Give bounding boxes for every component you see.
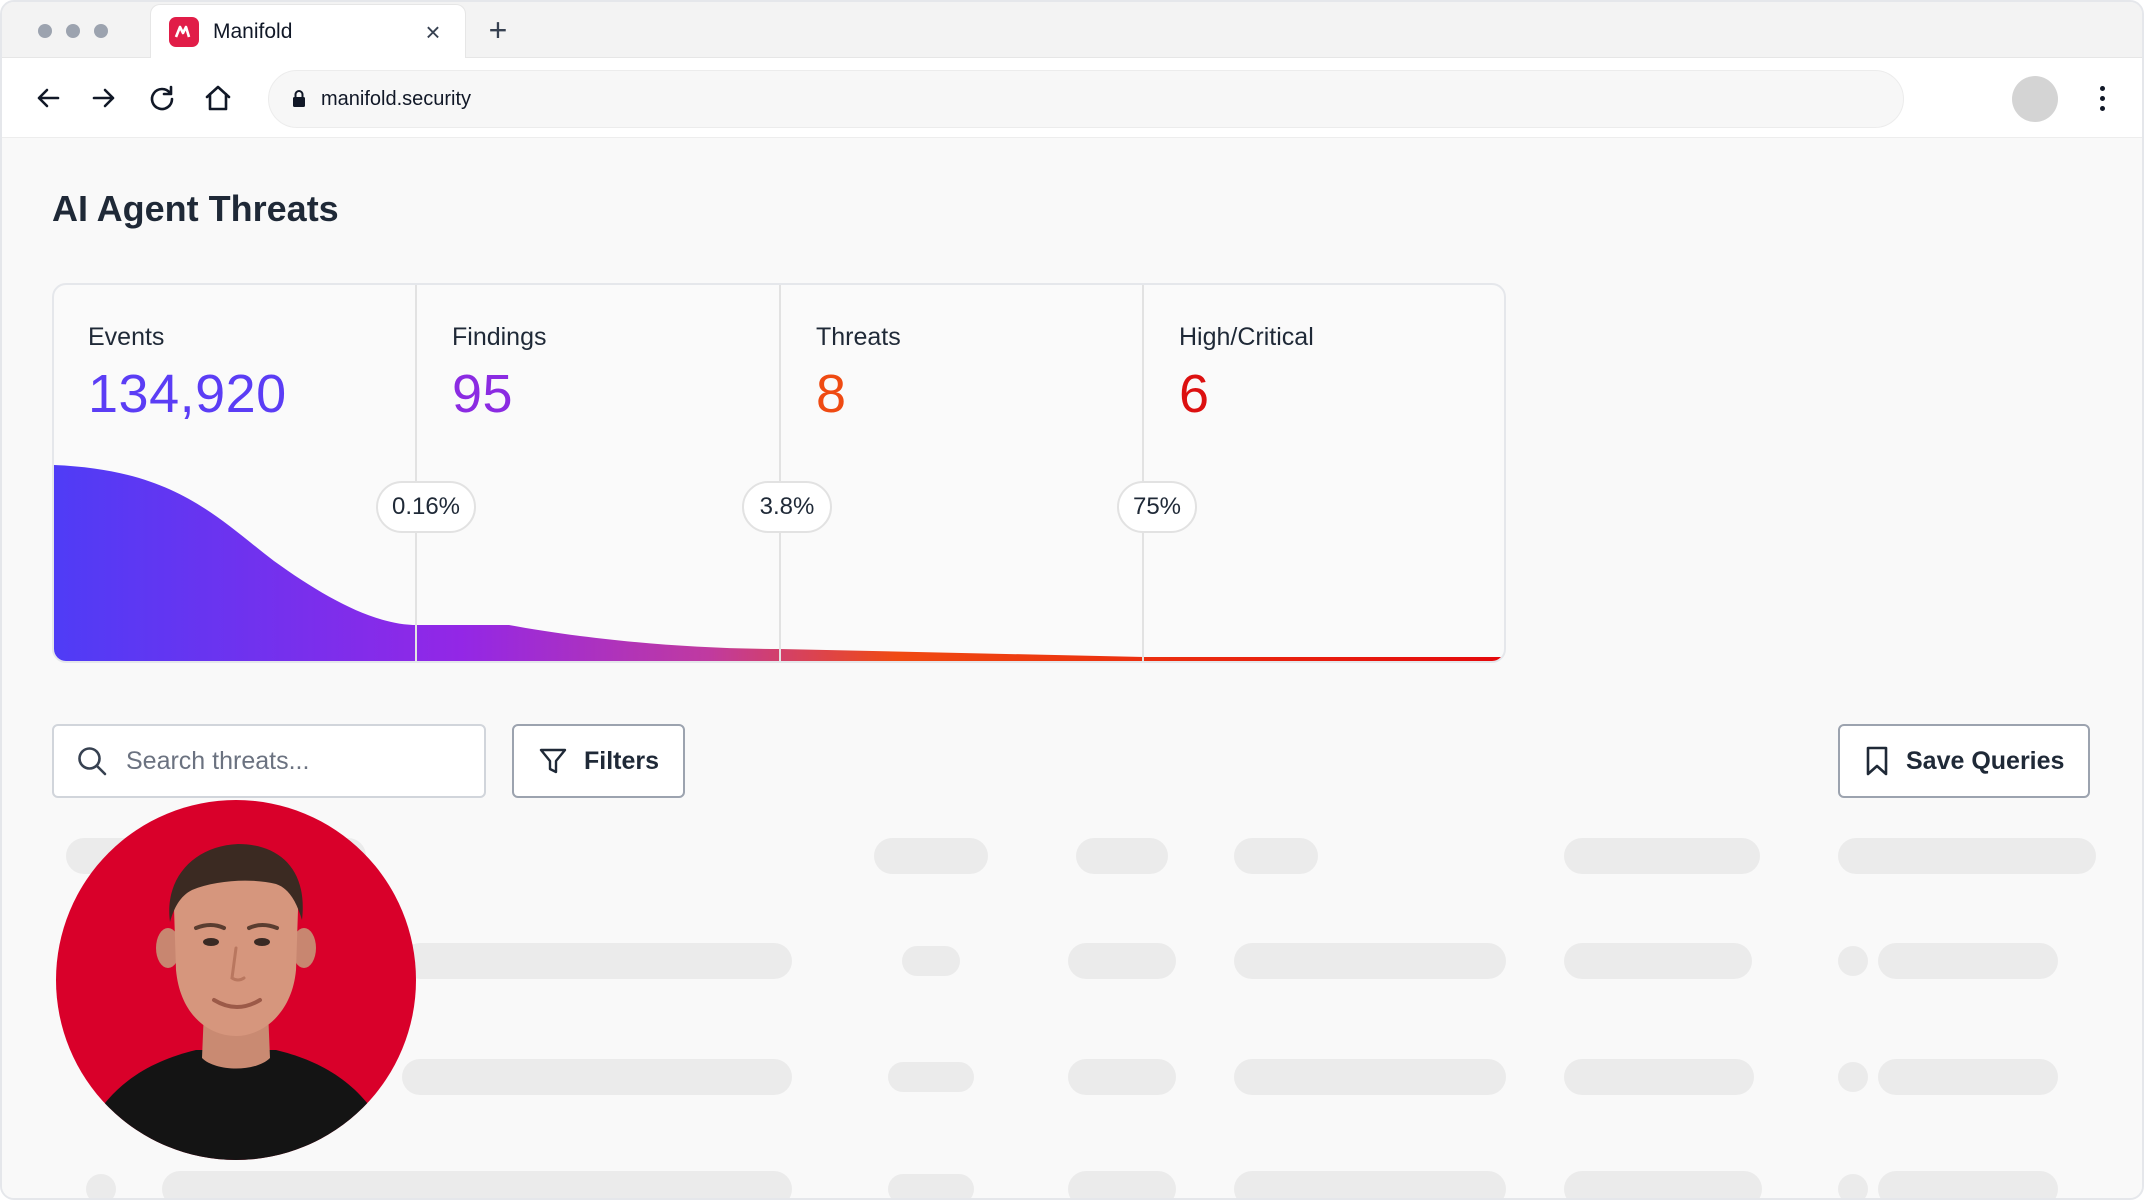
window-minimize-dot[interactable] bbox=[66, 24, 80, 38]
url-text: manifold.security bbox=[321, 87, 472, 110]
forward-arrow-icon bbox=[92, 88, 115, 108]
person-portrait-icon bbox=[76, 844, 396, 1160]
new-tab-button[interactable]: + bbox=[488, 12, 508, 48]
save-queries-button[interactable]: Save Queries bbox=[1838, 724, 2091, 798]
skeleton-bar bbox=[402, 1059, 792, 1095]
stat-label: High/Critical bbox=[1179, 323, 1314, 351]
home-icon bbox=[205, 85, 231, 111]
skeleton-dot bbox=[86, 1174, 116, 1198]
filters-button[interactable]: Filters bbox=[512, 724, 686, 798]
browser-tab[interactable]: Manifold × bbox=[150, 4, 466, 58]
back-button[interactable] bbox=[28, 78, 68, 118]
skeleton-bar bbox=[1564, 943, 1752, 979]
skeleton-bar bbox=[1234, 1171, 1506, 1198]
skeleton-bar bbox=[1564, 1059, 1754, 1095]
save-queries-label: Save Queries bbox=[1906, 746, 2065, 775]
page-title: AI Agent Threats bbox=[52, 188, 339, 229]
skeleton-bar bbox=[888, 1062, 974, 1092]
skeleton-bar bbox=[1076, 838, 1168, 874]
skeleton-bar bbox=[888, 1174, 974, 1198]
skeleton-bar bbox=[1838, 838, 2096, 874]
forward-button[interactable] bbox=[84, 78, 124, 118]
stat-divider bbox=[779, 285, 781, 661]
filter-icon bbox=[539, 748, 567, 774]
lock-icon bbox=[293, 90, 305, 107]
skeleton-bar bbox=[902, 946, 960, 976]
skeleton-bar bbox=[1878, 1171, 2058, 1198]
tab-strip: Manifold × + bbox=[2, 2, 2142, 58]
home-button[interactable] bbox=[198, 78, 238, 118]
skeleton-bar bbox=[1234, 838, 1318, 874]
search-box[interactable] bbox=[52, 724, 486, 798]
stat-divider bbox=[415, 285, 417, 661]
stat-value: 134,920 bbox=[88, 364, 287, 424]
skeleton-bar bbox=[874, 838, 988, 874]
window-controls bbox=[38, 24, 108, 38]
stat-value: 95 bbox=[452, 364, 514, 424]
reload-button[interactable] bbox=[142, 78, 182, 118]
skeleton-bar bbox=[1234, 943, 1506, 979]
funnel-chart bbox=[54, 465, 1504, 661]
conversion-rate-badge: 75% bbox=[1117, 481, 1197, 533]
tab-title: Manifold bbox=[213, 19, 293, 43]
address-bar[interactable]: manifold.security bbox=[268, 70, 1904, 128]
window-maximize-dot[interactable] bbox=[94, 24, 108, 38]
conversion-rate-badge: 3.8% bbox=[742, 481, 832, 533]
skeleton-bar bbox=[1878, 943, 2058, 979]
stat-label: Threats bbox=[816, 323, 901, 351]
skeleton-bar bbox=[162, 1171, 792, 1198]
stat-high-critical: High/Critical 6 bbox=[1145, 285, 1504, 661]
threat-funnel-card: Events 134,920 Findings 95 Threats 8 Hig… bbox=[52, 283, 1506, 663]
skeleton-bar bbox=[1068, 1059, 1176, 1095]
window-close-dot[interactable] bbox=[38, 24, 52, 38]
skeleton-bar bbox=[1564, 838, 1760, 874]
skeleton-dot bbox=[1838, 1062, 1868, 1092]
stat-threats: Threats 8 bbox=[782, 285, 1145, 661]
conversion-rate-badge: 0.16% bbox=[376, 481, 476, 533]
stat-label: Events bbox=[88, 323, 165, 351]
back-arrow-icon bbox=[37, 88, 60, 108]
filters-label: Filters bbox=[584, 746, 660, 775]
kebab-menu-icon[interactable] bbox=[2090, 78, 2114, 118]
skeleton-bar bbox=[1878, 1059, 2058, 1095]
skeleton-dot bbox=[1838, 1174, 1868, 1198]
stat-divider bbox=[1142, 285, 1144, 661]
skeleton-bar bbox=[402, 943, 792, 979]
navigation-bar: manifold.security bbox=[2, 58, 2142, 138]
search-input[interactable] bbox=[126, 746, 446, 776]
tab-close-icon[interactable]: × bbox=[425, 16, 441, 47]
stat-label: Findings bbox=[452, 323, 547, 351]
stat-value: 6 bbox=[1179, 364, 1210, 424]
skeleton-dot bbox=[1838, 946, 1868, 976]
profile-avatar[interactable] bbox=[2012, 76, 2058, 122]
manifold-logo-icon bbox=[169, 16, 199, 47]
bookmark-icon bbox=[1866, 746, 1888, 776]
presenter-avatar bbox=[56, 800, 416, 1160]
reload-icon bbox=[150, 85, 174, 111]
skeleton-bar bbox=[1234, 1059, 1506, 1095]
stat-events: Events 134,920 bbox=[54, 285, 417, 661]
skeleton-bar bbox=[1564, 1171, 1762, 1198]
search-icon bbox=[78, 747, 107, 776]
skeleton-bar bbox=[1068, 943, 1176, 979]
stat-value: 8 bbox=[816, 364, 847, 424]
stat-findings: Findings 95 bbox=[418, 285, 781, 661]
skeleton-bar bbox=[1068, 1171, 1176, 1198]
